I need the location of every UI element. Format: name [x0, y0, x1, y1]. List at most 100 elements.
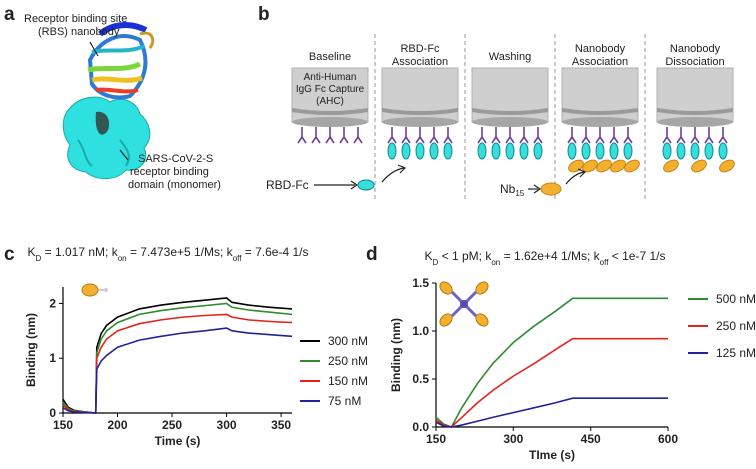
- antibody: [311, 127, 321, 144]
- sensor-label: Anti-Human IgG Fc Capture (AHC): [296, 72, 365, 107]
- sensors: [291, 34, 735, 200]
- y-tick-label: 1.0: [412, 324, 429, 338]
- nanobody-icon: [540, 182, 562, 196]
- legend-label: 300 nM: [328, 334, 368, 348]
- antibody: [353, 127, 363, 144]
- arrowhead: [397, 164, 407, 174]
- title-subscript: off: [600, 258, 610, 267]
- x-tick-label: 450: [581, 432, 601, 446]
- x-axis-title: TIme (s): [529, 448, 575, 462]
- data-line: [435, 297, 668, 428]
- title-subscript: off: [233, 254, 243, 263]
- label-line: Dissociation: [665, 56, 724, 68]
- label-line: SARS-CoV-2-S: [138, 153, 213, 165]
- sensor-tip: [292, 117, 368, 127]
- antibody: [429, 127, 439, 144]
- panel-label: d: [366, 244, 378, 265]
- rbd: [718, 142, 728, 160]
- x-tick-label: 300: [217, 418, 237, 432]
- y-tick-label: 1.5: [412, 276, 429, 290]
- chart-title: KD < 1 pM; kon = 1.62e+4 1/Ms; koff < 1e…: [425, 249, 666, 267]
- legend-label: 125 nM: [716, 346, 756, 360]
- label-line: Receptor binding site: [24, 13, 127, 25]
- x-tick-label: 150: [426, 432, 446, 446]
- title-part: = 1.62e+4 1/Ms; k: [500, 249, 600, 263]
- arrow: [381, 167, 405, 183]
- nanobody: [596, 159, 612, 173]
- y-tick-label: 0.0: [412, 420, 429, 434]
- x-tick-label: 200: [108, 418, 128, 432]
- nanobody-label: Receptor binding site (RBS) nanobody: [24, 13, 127, 38]
- rbd: [401, 142, 411, 160]
- nanobody-icon: [81, 283, 108, 297]
- legend-label: 250 nM: [716, 319, 756, 333]
- label-line: Association: [392, 56, 448, 68]
- antibody: [676, 127, 686, 144]
- antibody: [581, 127, 591, 144]
- label-subscript: 15: [515, 189, 524, 198]
- y-axis-title: Binding (nm): [389, 318, 403, 392]
- rbd: [609, 142, 619, 160]
- y-tick-label: 0: [49, 406, 56, 420]
- rbd: [443, 142, 453, 160]
- rbd: [477, 142, 487, 160]
- y-tick-label: 1: [49, 351, 56, 365]
- label-line: Anti-Human: [304, 72, 357, 83]
- x-tick-label: 350: [271, 418, 291, 432]
- arrowhead: [350, 180, 359, 190]
- rbd: [387, 142, 397, 160]
- stage-label: Washing: [489, 51, 531, 63]
- label-line: Association: [572, 56, 628, 68]
- panel-label: c: [4, 244, 15, 265]
- label-line: IgG Fc Capture: [296, 84, 365, 95]
- rbd: [595, 142, 605, 160]
- antibody: [415, 127, 425, 144]
- rbd: [567, 142, 577, 160]
- title-part: = 7.473e+5 1/Ms; k: [127, 245, 234, 259]
- rbd: [491, 142, 501, 160]
- rbd-label: RBD-Fc: [266, 178, 309, 192]
- title-part: = 1.017 nM; k: [41, 245, 118, 259]
- arrow: [565, 171, 585, 185]
- sensor-band: [292, 108, 368, 115]
- antibody: [662, 127, 672, 144]
- legend-label: 500 nM: [716, 292, 756, 306]
- sensor-band: [382, 108, 458, 115]
- title-part: < 1 pM; k: [438, 249, 492, 263]
- complex-icon: [439, 281, 489, 327]
- x-tick-label: 300: [503, 432, 523, 446]
- data-line: [62, 313, 293, 414]
- rbd: [704, 142, 714, 160]
- sensor-band: [472, 108, 548, 115]
- domain-label: SARS-CoV-2-S receptor binding domain (mono…: [128, 153, 221, 191]
- rbd: [676, 142, 686, 160]
- antibody: [718, 127, 728, 144]
- label-line: Nanobody: [575, 43, 626, 55]
- x-tick-label: 250: [162, 418, 182, 432]
- stage-label: RBD-Fc Association: [392, 43, 448, 68]
- arrowhead: [577, 168, 587, 178]
- nanobody: [691, 159, 707, 173]
- antibody: [443, 127, 453, 144]
- antibody: [567, 127, 577, 144]
- panel-label: b: [258, 4, 270, 25]
- sensor-tip: [562, 117, 638, 127]
- sensor-tip: [472, 117, 548, 127]
- antibody: [491, 127, 501, 144]
- title-subscript: D: [36, 254, 42, 263]
- antibody: [623, 127, 633, 144]
- antibody: [609, 127, 619, 144]
- title-subscript: on: [118, 254, 127, 263]
- label-line: receptor binding: [130, 166, 209, 178]
- title-part: K: [425, 249, 433, 263]
- sensor-tip: [657, 117, 733, 127]
- data-line: [435, 397, 668, 428]
- data-line: [62, 327, 293, 414]
- title-part: = 7.6e-4 1/s: [241, 245, 308, 259]
- antibody: [704, 127, 714, 144]
- rbd: [690, 142, 700, 160]
- antibody: [477, 127, 487, 144]
- stage-label: Nanobody Dissociation: [665, 43, 724, 68]
- y-axis-title: Binding (nm): [24, 313, 38, 387]
